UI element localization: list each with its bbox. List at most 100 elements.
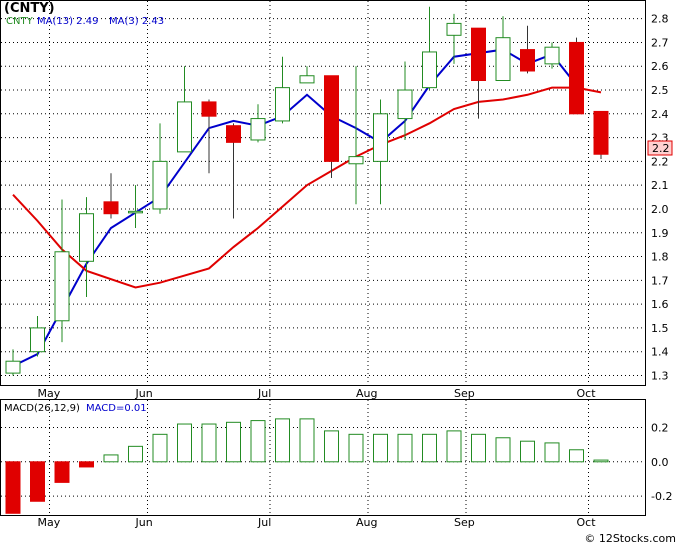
price-tick-label: 1.8	[651, 251, 669, 264]
macd-bar	[446, 430, 462, 463]
price-tick-label: 2.1	[651, 179, 669, 192]
month-label: Aug	[356, 516, 377, 529]
candle-up	[79, 213, 94, 262]
candle-up	[422, 51, 437, 89]
macd-bar	[54, 461, 70, 483]
current-price-tag: 2.2	[652, 142, 670, 155]
macd-bar	[79, 461, 94, 468]
current-price-tag-box	[647, 140, 673, 156]
price-tick-label: 2.7	[651, 36, 669, 49]
ma3-line	[12, 86, 602, 289]
macd-bar	[103, 454, 119, 463]
macd-bar	[324, 430, 339, 463]
candle-down	[324, 75, 339, 162]
macd-bar	[299, 418, 315, 463]
price-tick-label: 2.6	[651, 60, 669, 73]
macd-bar	[373, 433, 388, 463]
moving-averages	[12, 48, 602, 367]
chart-title: (CNTY)	[4, 1, 55, 16]
candle-up	[397, 89, 413, 120]
macd-bar	[275, 418, 290, 463]
candle-up	[544, 46, 560, 65]
macd-bar	[348, 433, 364, 463]
candle-up	[54, 251, 70, 322]
candle-up	[495, 37, 511, 82]
candle-down	[103, 201, 119, 215]
candle-up	[5, 360, 21, 374]
macd-bar	[495, 437, 511, 463]
price-tick-label: 1.7	[651, 274, 669, 287]
macd-bar	[177, 423, 192, 463]
candle-up	[128, 210, 143, 214]
macd-bar	[152, 433, 168, 463]
candle-up	[446, 22, 462, 36]
month-label: Jul	[257, 387, 271, 400]
candle-down	[471, 27, 486, 82]
macd-bar	[520, 440, 535, 463]
price-tick-label: 1.5	[651, 322, 669, 335]
macd-header: MACD(26,12,9) MACD=0.01	[4, 403, 147, 414]
candle-up	[299, 75, 315, 84]
macd-bar	[422, 433, 437, 463]
candle-down	[201, 101, 217, 117]
candle-up	[30, 327, 45, 353]
macd-bar	[201, 423, 217, 463]
month-label: May	[38, 516, 61, 529]
price-tick-label: 2.8	[651, 13, 669, 26]
macd-tick-label: -0.2	[651, 490, 672, 503]
macd-bar	[250, 420, 266, 463]
price-tick-label: 2.5	[651, 84, 669, 97]
price-tick-label: 2.2	[651, 155, 669, 168]
candle-down	[569, 41, 584, 115]
price-tick-label: 1.6	[651, 298, 669, 311]
macd-bar	[544, 442, 560, 463]
macd-bars	[5, 418, 609, 514]
candles	[5, 6, 609, 376]
watermark: © 12Stocks.com	[584, 532, 676, 545]
month-label: Sep	[454, 387, 475, 400]
price-tick-label: 1.3	[651, 369, 669, 382]
price-tick-label: 1.4	[651, 346, 669, 359]
candle-down	[593, 110, 609, 155]
legend-row: CNTY MA(13) 2.49 MA(3) 2.43	[6, 16, 164, 27]
macd-label: MACD(26,12,9)	[4, 403, 80, 414]
candle-up	[348, 156, 364, 165]
month-label: May	[38, 387, 61, 400]
price-tick-label: 2.4	[651, 108, 669, 121]
price-panel-frame	[0, 0, 646, 386]
legend-ma3: MA(3) 2.43	[109, 16, 164, 27]
price-tick-label: 1.9	[651, 227, 669, 240]
macd-panel-frame	[0, 399, 646, 516]
macd-tick-label: 0.0	[651, 456, 669, 469]
month-label: Sep	[454, 516, 475, 529]
candle-up	[275, 87, 290, 122]
legend-ticker: CNTY	[6, 16, 34, 27]
month-label: Jul	[257, 516, 271, 529]
macd-bar	[5, 461, 21, 514]
macd-bar	[30, 461, 45, 502]
macd-bar	[471, 433, 486, 463]
month-label: Oct	[577, 516, 597, 529]
macd-bar	[569, 449, 584, 463]
candle-down	[226, 125, 241, 143]
axis-labels: 1.31.41.51.61.71.81.92.02.12.22.32.42.52…	[38, 13, 673, 529]
month-label: Jun	[135, 516, 153, 529]
grid-lines	[1, 1, 645, 515]
month-label: Jun	[135, 387, 153, 400]
macd-bar	[593, 459, 609, 463]
ma13-line	[12, 48, 578, 367]
month-label: Oct	[577, 387, 597, 400]
macd-bar	[226, 421, 241, 463]
candle-up	[250, 118, 266, 141]
month-label: Aug	[356, 387, 377, 400]
macd-tick-label: 0.2	[651, 421, 669, 434]
legend-ma13: MA(13) 2.49	[37, 16, 98, 27]
candle-up	[373, 113, 388, 162]
macd-value: MACD=0.01	[86, 403, 147, 414]
candle-up	[152, 160, 168, 210]
price-tick-label: 2.0	[651, 203, 669, 216]
candle-up	[177, 101, 192, 153]
macd-bar	[397, 433, 413, 463]
